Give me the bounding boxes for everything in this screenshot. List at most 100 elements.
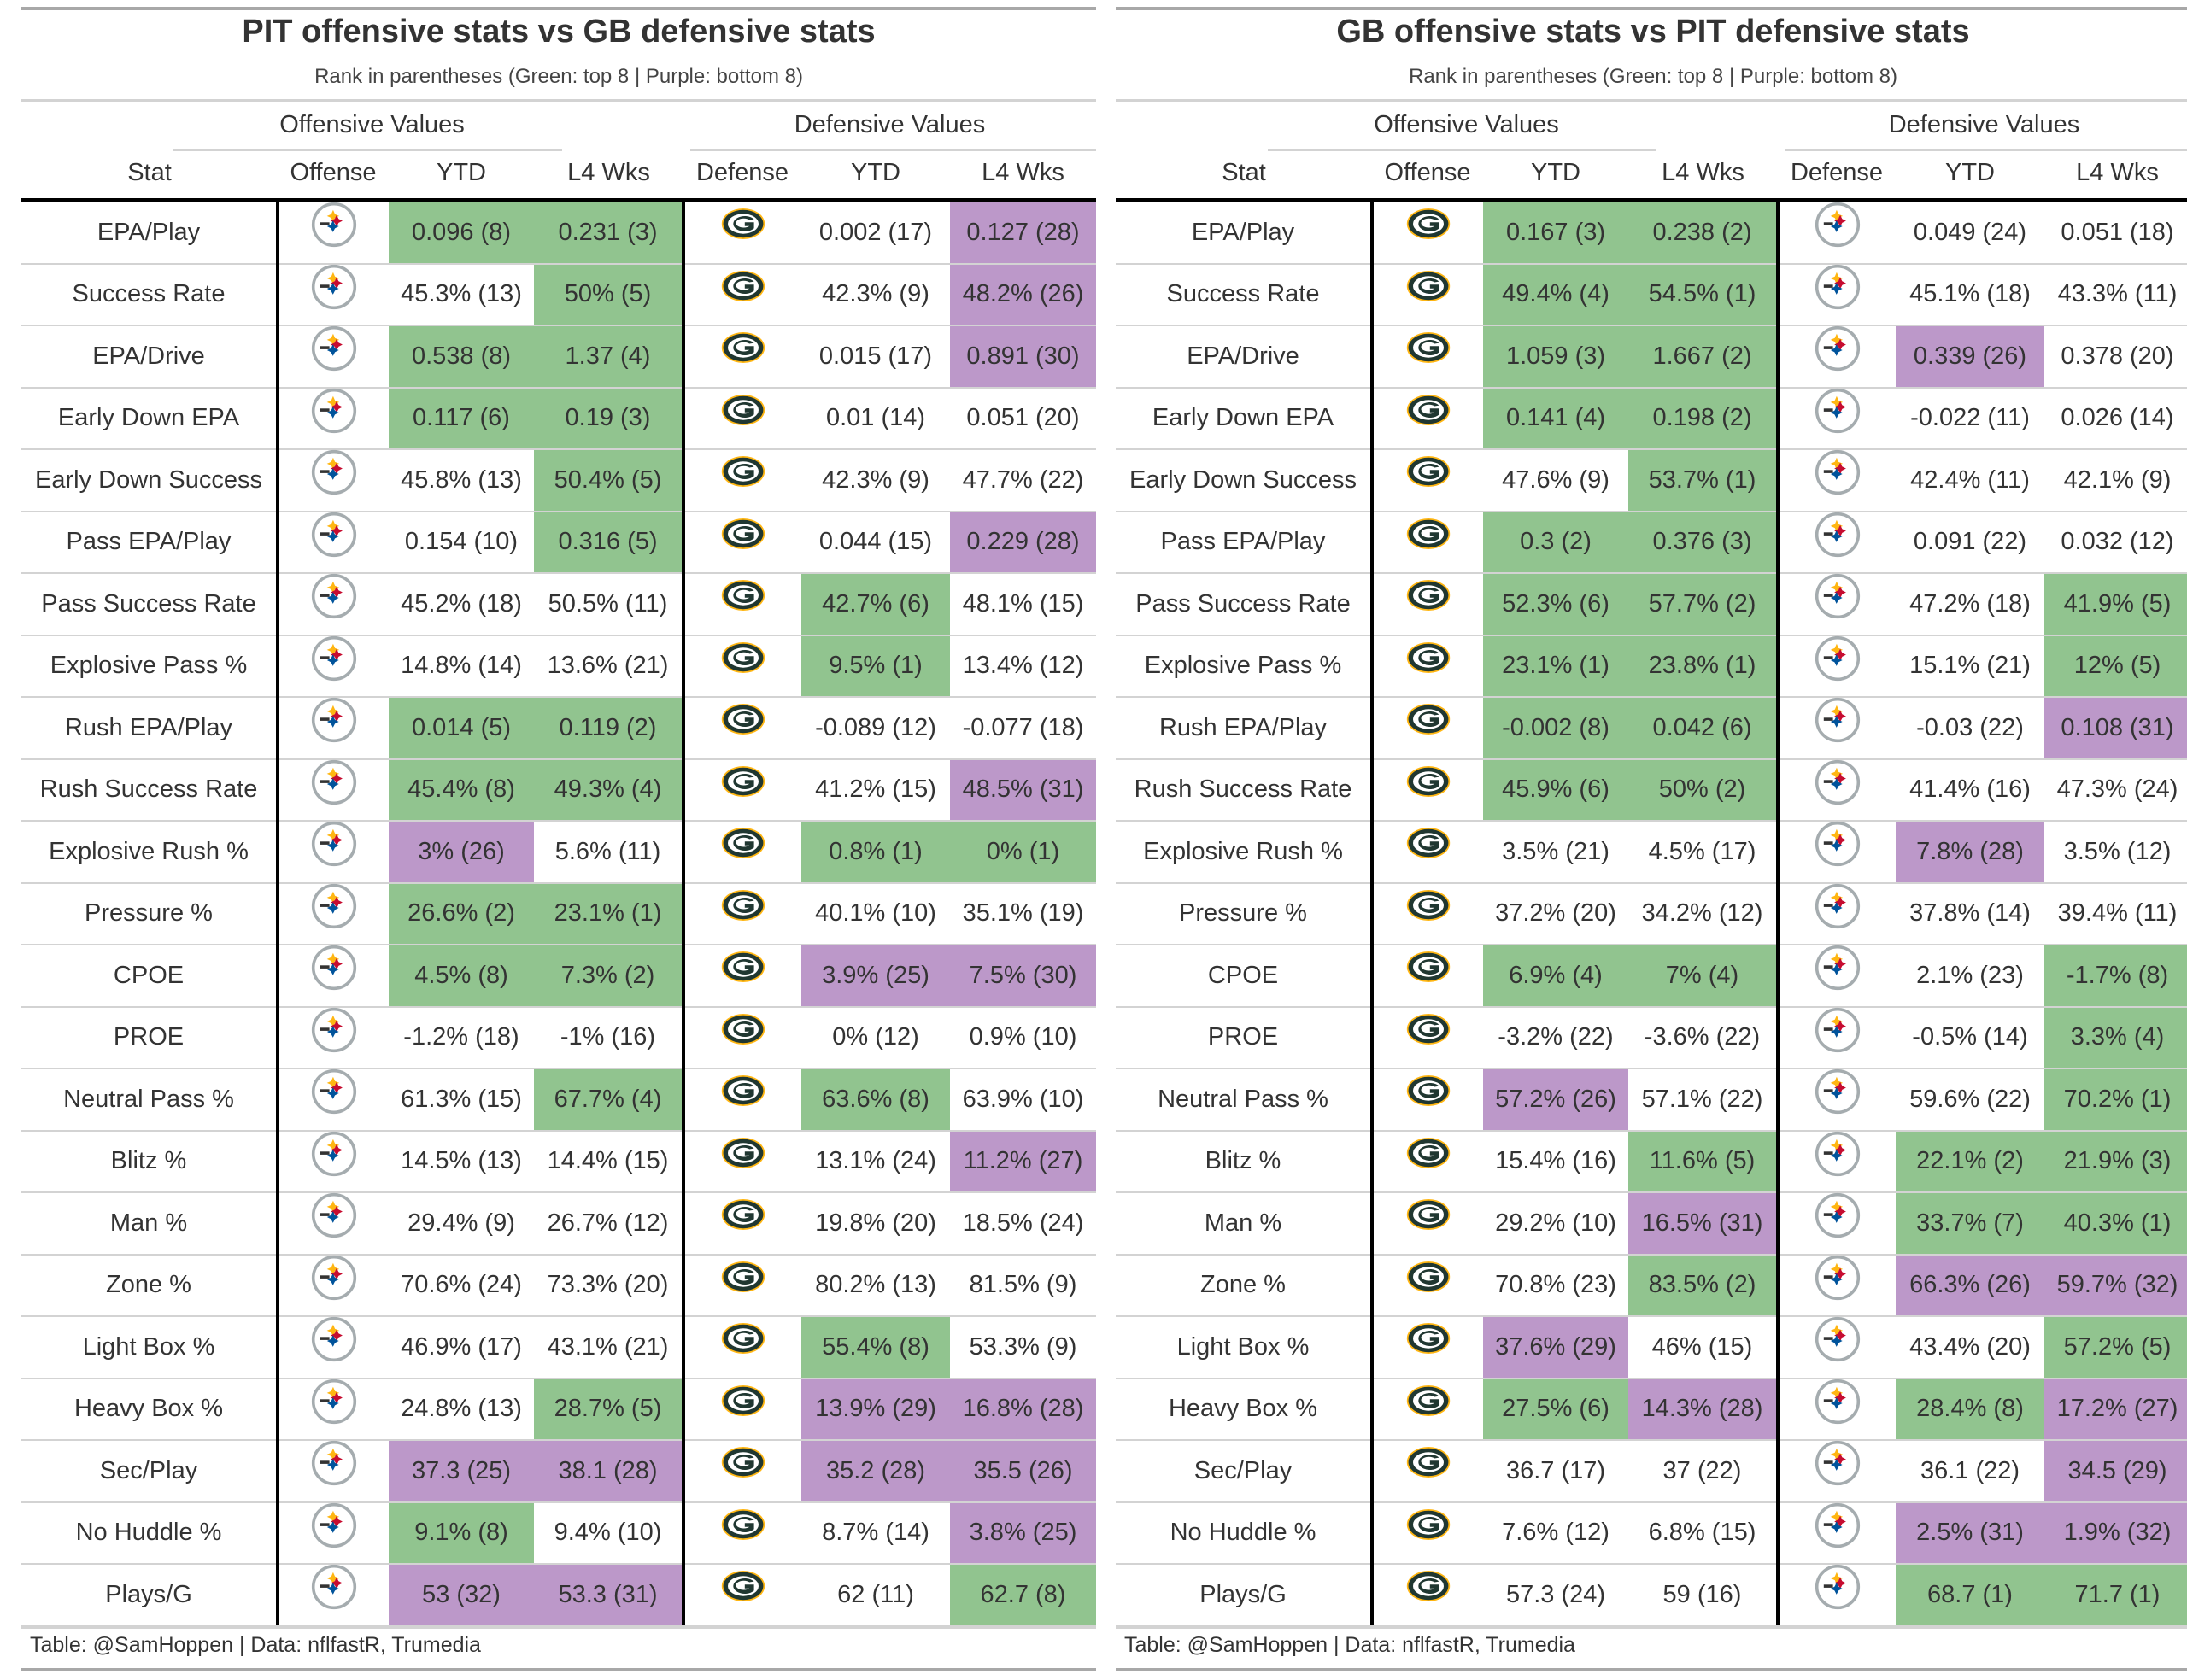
offense-ytd-cell: 36.7 (17) xyxy=(1505,1456,1606,1484)
steelers-logo-icon xyxy=(1815,1565,1861,1617)
table-footer-source: Table: @SamHoppen | Data: nflfastR, Trum… xyxy=(30,1633,481,1657)
column-header-off-ytd[interactable]: YTD xyxy=(1531,159,1580,186)
steelers-logo-icon xyxy=(1815,450,1861,502)
offense-l4-cell: 43.1% (21) xyxy=(547,1332,669,1361)
offense-l4-cell: 57.1% (22) xyxy=(1641,1085,1763,1113)
stat-name-cell: Heavy Box % xyxy=(73,1395,224,1423)
defense-team-cell xyxy=(685,1132,801,1192)
packers-logo-icon xyxy=(720,1508,766,1548)
defense-l4-cell: 63.9% (10) xyxy=(962,1085,1084,1113)
column-header-off-ytd[interactable]: YTD xyxy=(437,159,486,186)
offense-team-cell xyxy=(279,883,389,945)
offense-team-cell xyxy=(1374,1441,1483,1501)
defense-team-cell xyxy=(1780,635,1896,697)
packers-logo-icon xyxy=(720,270,766,310)
table-row: Man % 29.2% (10) 16.5% (31) 33.7% (7) 40.3% … xyxy=(1116,1193,2187,1256)
offense-ytd-cell: 45.2% (18) xyxy=(401,589,522,618)
offense-team-cell xyxy=(279,1317,389,1378)
table-row: Plays/G 53 (32) 53.3 (31) 62 (11) 62.7 (8) xyxy=(21,1565,1096,1627)
defense-team-cell xyxy=(1780,698,1896,758)
offense-team-cell xyxy=(1374,574,1483,635)
column-header-stat[interactable]: Stat xyxy=(127,159,172,186)
steelers-logo-icon xyxy=(1815,698,1861,750)
column-header-offense[interactable]: Offense xyxy=(290,159,377,186)
divider xyxy=(21,99,1096,102)
defense-team-cell xyxy=(685,1193,801,1254)
stat-name-cell: Pass EPA/Play xyxy=(1160,528,1326,556)
defense-team-cell xyxy=(685,822,801,882)
table-panel-pit-offense: PIT offensive stats vs GB defensive stat… xyxy=(21,0,1096,1680)
stat-name-cell: No Huddle % xyxy=(1170,1519,1316,1547)
table-row: Zone % 70.8% (23) 83.5% (2) 66.3% (26) 59.7%… xyxy=(1116,1255,2187,1317)
offense-ytd-cell: 7.6% (12) xyxy=(1502,1519,1609,1547)
offense-l4-cell: 6.8% (15) xyxy=(1648,1519,1756,1547)
stat-name-cell: Sec/Play xyxy=(99,1456,198,1484)
defense-l4-cell: 48.2% (26) xyxy=(950,264,1096,325)
packers-logo-icon xyxy=(1405,765,1451,805)
table-row: No Huddle % 7.6% (12) 6.8% (15) 2.5% (31) 1.… xyxy=(1116,1502,2187,1565)
table-row: Pass EPA/Play 0.3 (2) 0.376 (3) 0.091 (22) 0… xyxy=(1116,512,2187,574)
defense-l4-cell: 40.3% (1) xyxy=(2044,1193,2187,1254)
packers-logo-icon xyxy=(1405,1508,1451,1548)
column-header-off-l4[interactable]: L4 Wks xyxy=(567,159,650,186)
offense-ytd-cell: 70.8% (23) xyxy=(1495,1271,1616,1299)
packers-logo-icon xyxy=(1405,1199,1451,1238)
column-header-def-l4[interactable]: L4 Wks xyxy=(2076,159,2159,186)
defense-l4-cell: 12% (5) xyxy=(2044,635,2187,696)
offense-ytd-cell: 29.4% (9) xyxy=(407,1209,515,1237)
packers-logo-icon xyxy=(720,1013,766,1053)
column-header-def-l4[interactable]: L4 Wks xyxy=(982,159,1064,186)
defense-ytd-cell: 45.1% (18) xyxy=(1909,280,2031,308)
offense-team-cell xyxy=(1374,1008,1483,1068)
defense-team-cell xyxy=(685,884,801,945)
offense-team-cell xyxy=(1374,636,1483,697)
column-header-defense[interactable]: Defense xyxy=(1790,159,1883,186)
stat-name-cell: Pressure % xyxy=(85,899,213,928)
offense-ytd-cell: 23.1% (1) xyxy=(1483,635,1628,696)
offense-team-cell xyxy=(279,1502,389,1564)
offense-team-cell xyxy=(1374,1317,1483,1378)
column-header-def-ytd[interactable]: YTD xyxy=(851,159,900,186)
defense-ytd-cell: 66.3% (26) xyxy=(1896,1255,2044,1315)
header-rule xyxy=(1116,198,2187,202)
table-row: Explosive Pass % 23.1% (1) 23.8% (1) 15.1% … xyxy=(1116,635,2187,698)
offense-team-cell xyxy=(1374,822,1483,882)
defense-ytd-cell: 0.339 (26) xyxy=(1896,326,2044,387)
defense-ytd-cell: 59.6% (22) xyxy=(1909,1085,2031,1113)
stat-name-cell: Success Rate xyxy=(1166,280,1320,308)
defense-team-cell xyxy=(685,698,801,758)
defense-team-cell xyxy=(685,450,801,511)
offense-team-cell xyxy=(279,635,389,697)
stat-name-cell: EPA/Play xyxy=(97,218,201,246)
defense-l4-cell: 34.5 (29) xyxy=(2044,1441,2187,1501)
stat-name-cell: Pass EPA/Play xyxy=(66,528,232,556)
steelers-logo-icon xyxy=(1815,1193,1861,1245)
packers-logo-icon xyxy=(720,518,766,558)
defense-team-cell xyxy=(1780,1193,1896,1254)
offense-team-cell xyxy=(1374,265,1483,325)
defense-ytd-cell: -0.089 (12) xyxy=(815,713,936,741)
defense-ytd-cell: 47.2% (18) xyxy=(1909,589,2031,618)
table-row: Early Down EPA 0.117 (6) 0.19 (3) 0.01 (14)… xyxy=(21,388,1096,450)
offense-ytd-cell: 0.117 (6) xyxy=(389,388,534,448)
table-row: EPA/Play 0.167 (3) 0.238 (2) 0.049 (24) 0.05… xyxy=(1116,202,2187,265)
stat-name-cell: Success Rate xyxy=(72,280,226,308)
defense-ytd-cell: 9.5% (1) xyxy=(801,635,950,696)
table-row: Pass EPA/Play 0.154 (10) 0.316 (5) 0.044 (1… xyxy=(21,512,1096,574)
defense-l4-cell: 81.5% (9) xyxy=(969,1271,1077,1299)
defense-team-cell xyxy=(685,945,801,1006)
stat-name-cell: Sec/Play xyxy=(1193,1456,1293,1484)
defense-team-cell xyxy=(1780,1069,1896,1130)
offense-l4-cell: 7.3% (2) xyxy=(534,945,682,1006)
column-header-offense[interactable]: Offense xyxy=(1384,159,1471,186)
offense-l4-cell: 0.231 (3) xyxy=(534,202,682,263)
column-header-stat[interactable]: Stat xyxy=(1222,159,1266,186)
column-header-def-ytd[interactable]: YTD xyxy=(1945,159,1995,186)
defense-l4-cell: 13.4% (12) xyxy=(962,652,1084,680)
defense-l4-cell: 0.051 (18) xyxy=(2061,218,2174,246)
column-header-off-l4[interactable]: L4 Wks xyxy=(1662,159,1744,186)
defense-ytd-cell: 0.002 (17) xyxy=(818,218,933,246)
defense-ytd-cell: 13.1% (24) xyxy=(815,1147,936,1175)
defense-ytd-cell: 68.7 (1) xyxy=(1896,1565,2044,1625)
column-header-defense[interactable]: Defense xyxy=(695,159,789,186)
